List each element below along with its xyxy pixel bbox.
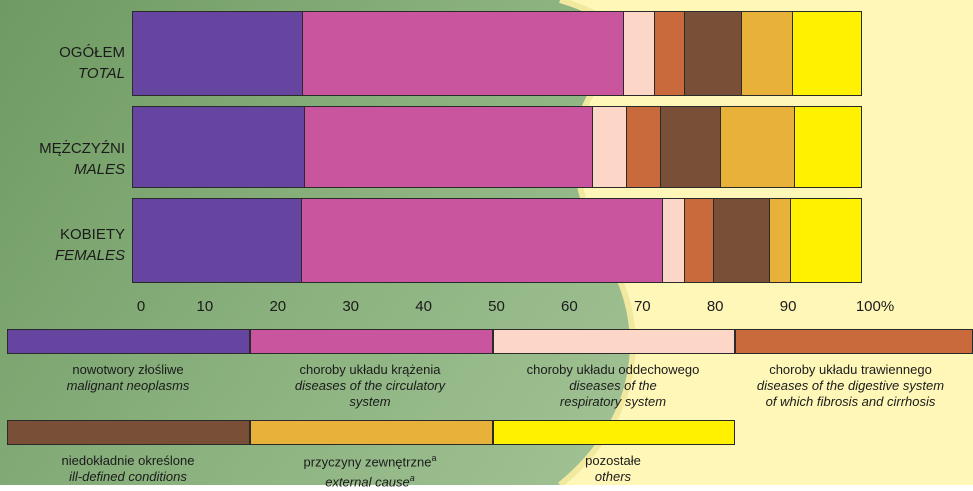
bar-segment-malignant [132,198,303,283]
category-label-females: KOBIETY FEMALES [55,224,125,266]
bar-segment-others [792,11,862,96]
bar-segment-others [793,106,862,188]
legend-label-en: diseases of the digestive system of whic… [756,378,945,409]
bar-segment-others [789,198,862,283]
x-tick-label: 40 [415,298,432,315]
x-tick-label: 0 [136,298,146,315]
legend-label-pl: choroby układu trawiennego [769,362,932,377]
category-label-pl: MĘŻCZYŹNI [39,140,125,157]
bar-segment-respiratory [591,106,628,188]
legend-swatch-circulatory [250,329,493,354]
legend-label-en: malignant neoplasms [66,378,190,393]
legend-label-digestive: choroby układu trawiennego diseases of t… [728,362,973,410]
bar-segment-digestive [684,198,714,283]
legend-swatch-others [493,420,735,445]
x-tick-label: 90 [779,298,797,315]
bar-segment-external [719,106,795,188]
footnote-marker: a [431,453,437,463]
legend-label-en: others [594,469,632,484]
legend-label-pl: nowotwory złośliwe [72,362,184,377]
legend-label-en: diseases of the circulatory system [294,378,446,409]
legend-label-circulatory: choroby układu krążenia diseases of the … [245,362,495,410]
x-tick-label: 30 [342,298,360,315]
category-label-pl: KOBIETY [59,226,125,243]
legend-swatch-respiratory [493,329,735,354]
footnote-marker: a [409,473,415,484]
x-tick-label: 80 [706,298,724,315]
legend-label-others: pozostałe others [488,453,738,485]
legend-label-ill-defined: niedokładnie określone ill-defined condi… [3,453,253,485]
legend-swatch-digestive [735,329,973,354]
x-tick-label: 10 [196,298,214,315]
bar-segment-malignant [132,11,303,96]
category-label-en: TOTAL [78,65,125,82]
bar-segment-external [769,198,791,283]
legend-label-malignant: nowotwory złośliwe malignant neoplasms [3,362,253,394]
bar-segment-ill-defined [713,198,771,283]
bar-segment-digestive [653,11,685,96]
bar-segment-circulatory [301,198,663,283]
bar-segment-respiratory [623,11,655,96]
x-tick-label: 100% [855,298,895,315]
legend-swatch-ill-defined [7,420,250,445]
bar-segment-malignant [132,106,306,188]
legend-label-en: ill-defined conditions [69,469,187,484]
legend-label-respiratory: choroby układu oddechowego diseases of t… [488,362,738,410]
category-label-males: MĘŻCZYŹNI MALES [39,138,125,180]
bar-segment-ill-defined [659,106,721,188]
bar-segment-ill-defined [683,11,742,96]
legend-label-pl: przyczyny zewnętrznea [245,450,495,470]
legend-label-pl: pozostałe [585,453,641,468]
x-tick-label: 70 [633,298,651,315]
category-label-total: OGÓŁEM TOTAL [59,42,125,84]
legend-label-en: external causea [245,470,495,490]
legend-label-pl: choroby układu oddechowego [526,362,700,377]
bar-segment-respiratory [661,198,686,283]
category-label-en: FEMALES [54,247,125,264]
bar-segment-digestive [626,106,661,188]
bar-segment-external [740,11,794,96]
legend-label-en-text: external cause [325,474,410,490]
bar-segment-circulatory [301,11,625,96]
legend-label-pl: choroby układu krążenia [299,362,441,377]
x-tick-label: 20 [269,298,287,315]
legend-label-pl: niedokładnie określone [61,453,195,468]
bar-segment-circulatory [304,106,593,188]
legend-label-en: diseases of the respiratory system [559,378,667,409]
category-label-en: MALES [74,161,125,178]
x-tick-label: 50 [488,298,505,315]
legend-swatch-malignant [7,329,250,354]
x-tick-label: 60 [561,298,578,315]
category-label-pl: OGÓŁEM [59,44,125,61]
legend-swatch-external [250,420,493,445]
legend-label-pl-text: przyczyny zewnętrzne [303,454,432,470]
